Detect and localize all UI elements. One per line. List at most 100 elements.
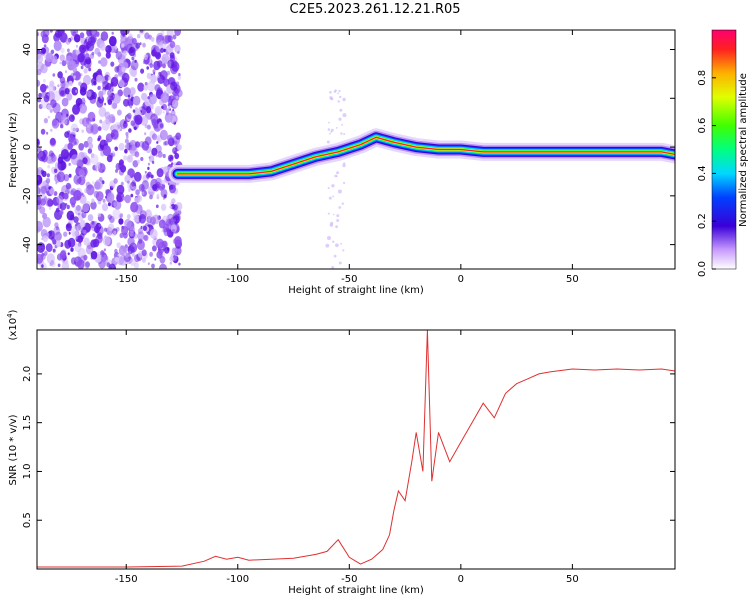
noise-blob [126, 114, 132, 122]
noise-blob [127, 236, 135, 247]
noise-blob [72, 104, 80, 115]
noise-blob [161, 105, 164, 110]
noise-blob [149, 194, 153, 200]
noise-blob [118, 218, 124, 225]
noise-blob [126, 214, 131, 220]
noise-blob [40, 83, 47, 93]
noise-blob [83, 254, 88, 261]
noise-blob [95, 191, 104, 202]
noise-blob [149, 74, 157, 84]
noise-blob [154, 258, 157, 261]
colorbar-tick-label: 0.0 [697, 261, 708, 277]
noise-speck [327, 212, 330, 215]
noise-blob [130, 120, 136, 127]
noise-blob [96, 74, 103, 84]
noise-blob [172, 99, 179, 108]
noise-blob [165, 108, 170, 113]
snr-series-line [37, 330, 675, 568]
noise-blob [116, 194, 122, 203]
noise-blob [161, 53, 170, 65]
noise-blob [133, 126, 137, 131]
noise-blob [178, 73, 181, 77]
noise-blob [84, 261, 90, 269]
noise-blob [119, 213, 124, 218]
noise-blob [157, 39, 161, 44]
noise-blob [124, 218, 132, 229]
noise-blob [94, 162, 101, 170]
noise-blob [98, 223, 102, 228]
noise-blob [90, 250, 98, 260]
noise-blob [74, 256, 79, 263]
noise-region [37, 30, 347, 269]
noise-blob [70, 154, 80, 166]
noise-speck [343, 181, 346, 185]
noise-blob [150, 37, 155, 42]
noise-blob [172, 228, 175, 233]
noise-blob [59, 54, 65, 62]
noise-speck [326, 140, 330, 144]
bottom-y-scale-label: (x104) [6, 309, 19, 340]
noise-blob [141, 257, 146, 263]
noise-blob [97, 137, 101, 142]
noise-speck [337, 189, 342, 194]
noise-blob [126, 35, 134, 46]
noise-blob [178, 262, 181, 266]
noise-blob [68, 114, 75, 122]
noise-blob [70, 30, 79, 37]
noise-speck [332, 195, 334, 198]
colorbar-label: Normalized spectral amplitude [738, 73, 749, 227]
noise-blob [79, 103, 87, 114]
noise-blob [105, 46, 109, 51]
noise-blob [54, 168, 58, 173]
noise-blob [105, 82, 112, 91]
noise-blob [140, 157, 144, 161]
noise-blob [107, 214, 113, 220]
noise-speck [336, 214, 340, 218]
noise-blob [68, 162, 71, 166]
noise-blob [168, 105, 171, 110]
noise-blob [105, 195, 108, 199]
noise-speck [333, 254, 337, 258]
noise-speck [329, 96, 333, 100]
noise-blob [50, 260, 56, 268]
y-tick-label: -20 [22, 188, 33, 204]
noise-blob [97, 86, 100, 90]
noise-blob [146, 72, 152, 80]
noise-blob [104, 102, 107, 106]
noise-blob [169, 52, 175, 59]
noise-speck [332, 240, 335, 243]
noise-blob [123, 98, 129, 107]
x-tick-label: -150 [115, 274, 138, 285]
noise-blob [123, 120, 127, 125]
noise-blob [41, 47, 46, 54]
y-tick-label: 40 [22, 43, 33, 56]
noise-blob [120, 35, 129, 46]
noise-blob [73, 216, 79, 224]
noise-blob [116, 242, 121, 249]
noise-blob [144, 82, 148, 86]
noise-blob [88, 142, 94, 150]
noise-blob [130, 60, 139, 71]
noise-blob [106, 192, 115, 203]
noise-blob [83, 74, 91, 86]
noise-blob [90, 34, 97, 43]
noise-blob [162, 111, 165, 114]
colorbar-tick-label: 0.4 [697, 165, 708, 181]
noise-blob [126, 135, 129, 139]
noise-blob [159, 186, 163, 191]
noise-blob [57, 160, 66, 171]
noise-blob [97, 212, 101, 218]
noise-blob [154, 105, 163, 116]
noise-blob [108, 36, 117, 47]
noise-blob [172, 108, 175, 112]
noise-blob [65, 38, 71, 45]
noise-blob [111, 31, 114, 35]
noise-blob [109, 185, 114, 191]
noise-blob [129, 226, 136, 234]
noise-blob [147, 96, 150, 100]
noise-blob [84, 188, 89, 194]
noise-blob [39, 151, 44, 157]
noise-blob [37, 53, 44, 64]
colorbar: 0.0 0.2 0.4 0.6 0.8 Normalized spectral ampl… [697, 29, 749, 277]
x-tick-label: -100 [226, 574, 249, 585]
